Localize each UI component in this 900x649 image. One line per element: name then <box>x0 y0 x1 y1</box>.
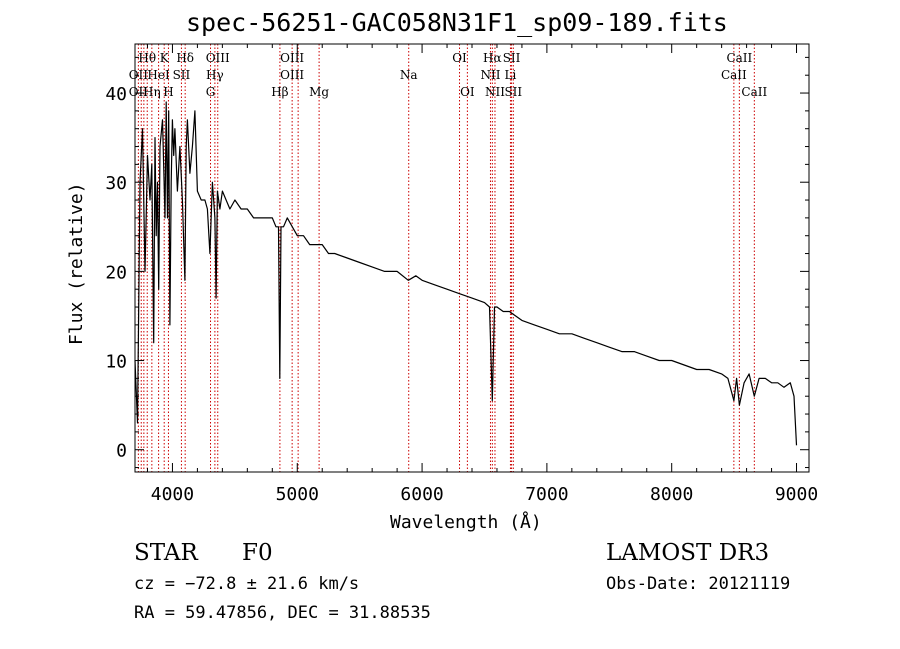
line-label: H <box>163 85 173 99</box>
line-label: Hα <box>483 51 502 65</box>
line-label: OIII <box>206 51 230 65</box>
spectrum-series <box>134 101 798 446</box>
emission-line-markers <box>137 44 755 472</box>
line-label: Hη <box>143 85 161 99</box>
x-tick-label: 8000 <box>650 484 693 505</box>
coordinates-info: RA = 59.47856, DEC = 31.88535 <box>134 603 431 623</box>
spectrum-line <box>134 101 798 446</box>
redshift-info: cz = −72.8 ± 21.6 km/s <box>134 574 360 594</box>
chart-axes: 4000 5000 6000 7000 8000 9000 0 10 20 30 40 <box>105 43 818 505</box>
plot-frame <box>134 43 810 473</box>
observation-date: Obs-Date: 20121119 <box>606 574 791 594</box>
y-axis-label: Flux (relative) <box>66 182 87 345</box>
chart-title: spec-56251-GAC058N31F1_sp09-189.fits <box>186 8 728 37</box>
line-label: K <box>160 51 170 65</box>
x-tick-label: 9000 <box>775 484 818 505</box>
line-label: Hβ <box>271 85 288 99</box>
line-label: NII <box>480 68 500 82</box>
y-tick-label: 40 <box>105 84 127 105</box>
survey-release: LAMOST DR3 <box>606 540 770 566</box>
line-label: Na <box>400 68 418 82</box>
line-label: Li <box>505 68 517 82</box>
line-label: OI <box>460 85 475 99</box>
x-tick-label: 6000 <box>400 484 443 505</box>
y-tick-label: 20 <box>105 262 127 283</box>
line-label: HeI <box>147 68 170 82</box>
line-label: Mg <box>309 85 329 99</box>
x-axis-label: Wavelength (Å) <box>390 512 542 533</box>
line-label: CaII <box>726 51 752 65</box>
line-label: OIII <box>280 51 304 65</box>
x-tick-label: 5000 <box>276 484 319 505</box>
x-tick-label: 7000 <box>525 484 568 505</box>
line-label: G <box>206 85 216 99</box>
line-label: CaII <box>721 68 747 82</box>
spectral-subclass: F0 <box>242 540 273 566</box>
y-tick-label: 0 <box>116 441 127 462</box>
y-tick-label: 10 <box>105 352 127 373</box>
line-label: SII <box>173 68 191 82</box>
line-label: Hδ <box>176 51 194 65</box>
line-label: OI <box>452 51 467 65</box>
line-label: OII <box>129 85 149 99</box>
line-label: SII <box>503 51 521 65</box>
y-tick-label: 30 <box>105 173 127 194</box>
line-label: CaII <box>741 85 767 99</box>
x-tick-label: 4000 <box>151 484 194 505</box>
line-label: NII <box>485 85 505 99</box>
object-class: STAR <box>134 540 198 566</box>
line-label: SII <box>504 85 522 99</box>
line-label: Hθ <box>138 51 156 65</box>
line-label: Hγ <box>206 68 224 82</box>
line-label: OIII <box>280 68 304 82</box>
